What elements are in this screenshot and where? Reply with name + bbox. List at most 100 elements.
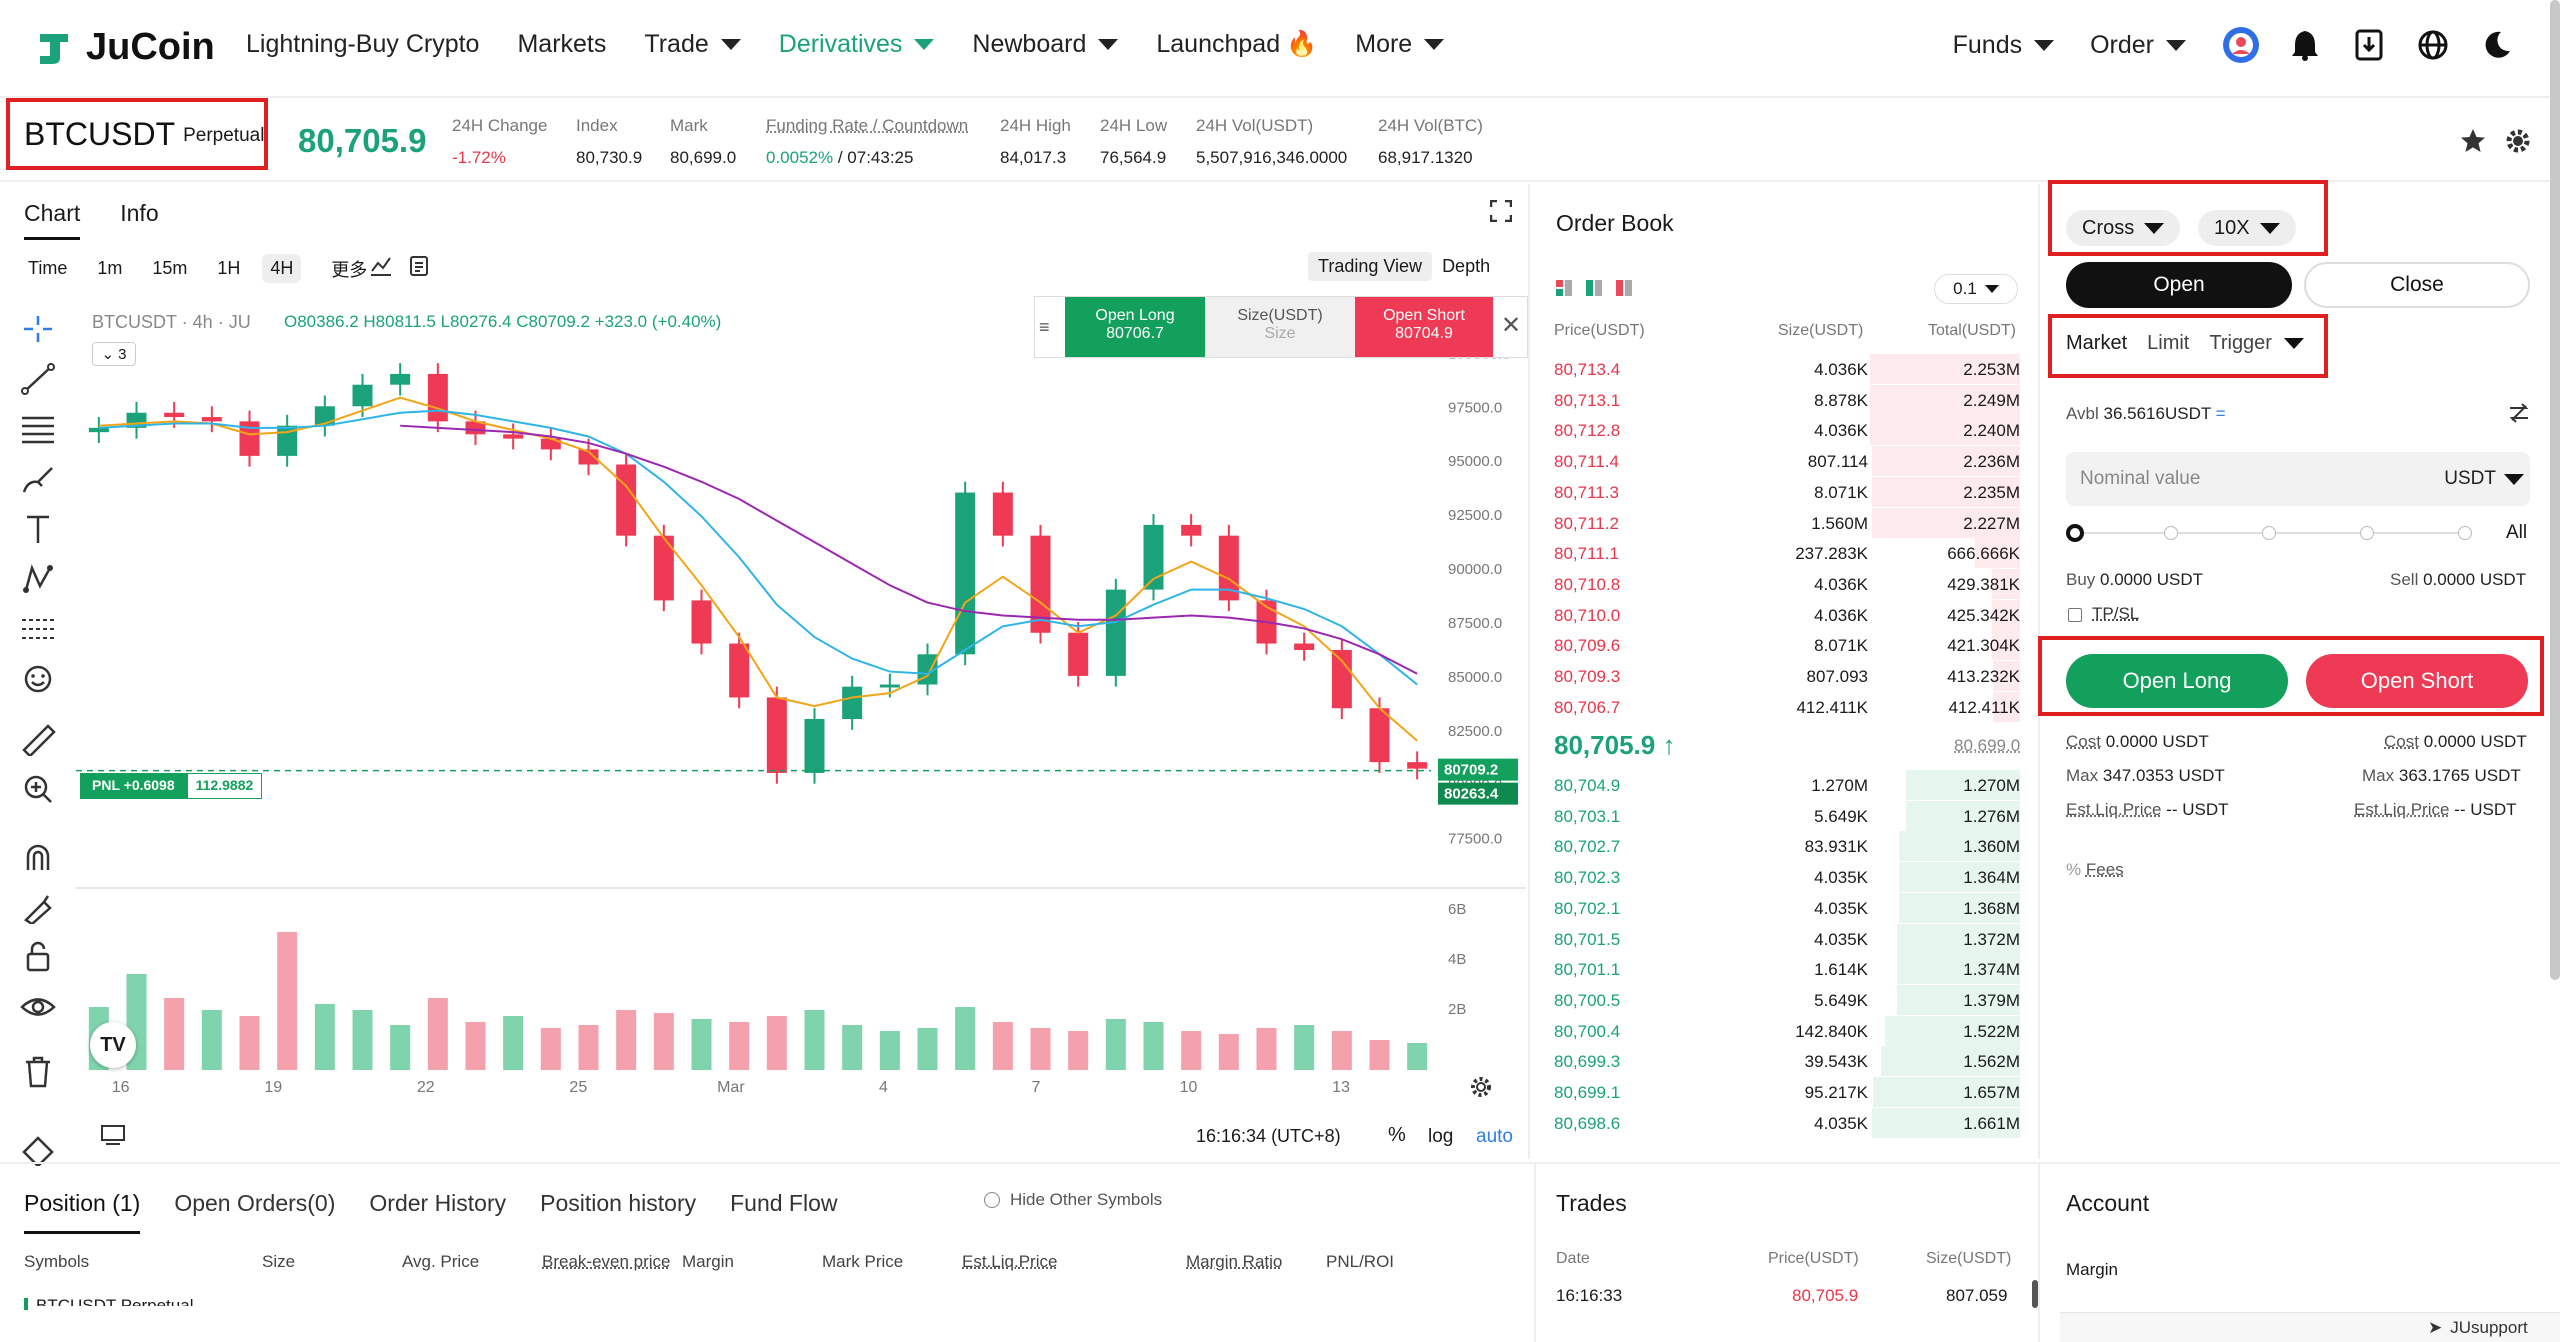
bottom-tab-4[interactable]: Fund Flow (730, 1190, 838, 1216)
lock-drawing-icon[interactable] (18, 890, 58, 924)
bids-only-icon[interactable] (1586, 280, 1602, 296)
slider-step[interactable] (2360, 526, 2374, 540)
tradingview-logo-icon[interactable]: TV (90, 1022, 136, 1068)
tab-chart[interactable]: Chart (24, 200, 81, 240)
hide-other-symbols-radio[interactable] (984, 1192, 1000, 1208)
margin-mode-select[interactable]: Cross (2066, 210, 2181, 246)
nav-newboard[interactable]: Newboard (972, 30, 1119, 59)
bottom-tab-1[interactable]: Open Orders(0) (174, 1190, 336, 1216)
pnl-label[interactable]: PNL +0.6098 112.9882 (80, 773, 263, 799)
fullscreen-icon[interactable] (1490, 200, 1512, 222)
fees-link[interactable]: % Fees (2066, 860, 2124, 879)
quick-open-short-button[interactable]: Open Short 80704.9 (1355, 297, 1493, 357)
nav-lightning-buy-crypto[interactable]: Lightning-Buy Crypto (246, 30, 480, 58)
funds-menu[interactable]: Funds (1953, 31, 2055, 60)
bottom-tab-0[interactable]: Position (1) (24, 1190, 141, 1234)
ask-row[interactable]: 80,710.0 4.036K 425.342K (1554, 599, 2020, 630)
depth-button[interactable]: Depth (1442, 256, 1491, 276)
ask-row[interactable]: 80,711.3 8.071K 2.235M (1554, 476, 2020, 507)
bid-row[interactable]: 80,701.1 1.614K 1.374M (1554, 954, 2020, 985)
emoji-icon[interactable] (18, 662, 58, 696)
magnet-icon[interactable] (18, 840, 58, 874)
prediction-icon[interactable] (18, 612, 58, 646)
support-link[interactable]: ➤ JUsupport (2428, 1318, 2528, 1337)
bid-row[interactable]: 80,702.7 83.931K 1.360M (1554, 831, 2020, 862)
asks-only-icon[interactable] (1616, 280, 1632, 296)
template-icon[interactable] (410, 256, 428, 276)
order-menu[interactable]: Order (2090, 31, 2186, 60)
ask-row[interactable]: 80,713.1 8.878K 2.249M (1554, 384, 2020, 415)
ask-row[interactable]: 80,711.4 807.114 2.236M (1554, 446, 2020, 477)
bid-row[interactable]: 80,698.6 4.035K 1.661M (1554, 1107, 2020, 1138)
indicators-toggle[interactable]: ⌄ 3 (92, 342, 136, 366)
trash-icon[interactable] (18, 1054, 58, 1088)
trendline-icon[interactable] (18, 362, 58, 396)
leverage-select[interactable]: 10X (2198, 210, 2296, 246)
slider-all-label[interactable]: All (2506, 522, 2528, 543)
download-icon[interactable] (2350, 26, 2388, 64)
pattern-icon[interactable] (18, 562, 58, 596)
ask-row[interactable]: 80,711.2 1.560M 2.227M (1554, 507, 2020, 538)
timeframe-5[interactable]: 更多 (331, 259, 368, 280)
drag-handle-icon[interactable]: ≡ (1039, 317, 1050, 337)
fib-lines-icon[interactable] (18, 412, 58, 446)
globe-icon[interactable] (2414, 26, 2452, 64)
log-scale-toggle[interactable]: log (1428, 1126, 1454, 1147)
auto-scale-toggle[interactable]: auto (1476, 1126, 1513, 1147)
timeframe-2[interactable]: 15m (152, 258, 188, 278)
precision-select[interactable]: 0.1 (1934, 274, 2018, 304)
lock-icon[interactable] (18, 940, 58, 974)
logo[interactable]: JuCoin (34, 26, 215, 69)
ruler-icon[interactable] (18, 722, 58, 756)
ask-row[interactable]: 80,709.3 807.093 413.232K (1554, 661, 2020, 691)
timeframe-4[interactable]: 4H (262, 254, 302, 283)
nav-trade[interactable]: Trade (644, 30, 741, 59)
bid-row[interactable]: 80,699.1 95.217K 1.657M (1554, 1077, 2020, 1107)
open-long-button[interactable]: Open Long (2066, 654, 2288, 708)
quick-size-input[interactable]: Size(USDT) Size (1205, 297, 1355, 357)
tab-trigger[interactable]: Trigger (2209, 332, 2304, 355)
quick-open-long-button[interactable]: Open Long 80706.7 (1065, 297, 1205, 357)
tab-info[interactable]: Info (120, 200, 159, 226)
open-tab-button[interactable]: Open (2066, 262, 2292, 308)
avatar-icon[interactable] (2222, 26, 2260, 64)
settings-gear-icon[interactable] (2504, 127, 2532, 155)
slider-step[interactable] (2458, 526, 2472, 540)
slider-step[interactable] (2164, 526, 2178, 540)
slider-step[interactable] (2262, 526, 2276, 540)
tab-market[interactable]: Market (2066, 332, 2128, 354)
crosshair-icon[interactable] (18, 312, 58, 346)
timeframe-1[interactable]: 1m (97, 258, 123, 278)
hide-other-symbols-label[interactable]: Hide Other Symbols (1010, 1190, 1163, 1209)
orderbook-mid-price[interactable]: 80,705.9 ↑ (1554, 730, 1676, 760)
timeframe-3[interactable]: 1H (217, 258, 241, 278)
nominal-value-input[interactable]: Nominal value USDT (2066, 452, 2530, 506)
indicator-icon[interactable] (370, 256, 392, 276)
nav-markets[interactable]: Markets (517, 30, 607, 58)
transfer-icon[interactable] (2508, 402, 2530, 424)
brush-icon[interactable] (18, 462, 58, 496)
ask-row[interactable]: 80,711.1 237.283K 666.666K (1554, 538, 2020, 569)
both-sides-icon[interactable] (1556, 280, 1572, 296)
symbol-selector[interactable]: BTCUSDT Perpetual (6, 98, 268, 170)
bid-row[interactable]: 80,700.5 5.649K 1.379M (1554, 984, 2020, 1015)
trading-view-button[interactable]: Trading View (1308, 252, 1433, 281)
bid-row[interactable]: 80,703.1 5.649K 1.276M (1554, 800, 2020, 831)
ask-row[interactable]: 80,706.7 412.411K 412.411K (1554, 691, 2020, 722)
eraser-icon[interactable] (18, 1132, 58, 1166)
ask-row[interactable]: 80,710.8 4.036K 429.381K (1554, 568, 2020, 599)
chart-settings-icon[interactable] (1468, 1074, 1494, 1100)
date-range-icon[interactable] (100, 1124, 126, 1146)
bid-row[interactable]: 80,699.3 39.543K 1.562M (1554, 1046, 2020, 1077)
bell-icon[interactable] (2286, 26, 2324, 64)
close-tab-button[interactable]: Close (2304, 262, 2530, 308)
bottom-tab-2[interactable]: Order History (369, 1190, 507, 1216)
moon-icon[interactable] (2478, 26, 2516, 64)
eye-icon[interactable] (18, 990, 58, 1024)
page-scrollbar[interactable] (2550, 0, 2560, 980)
position-row-symbol[interactable]: BTCUSDT Perpetual (36, 1296, 194, 1306)
zoom-in-icon[interactable] (18, 772, 58, 806)
bid-row[interactable]: 80,701.5 4.035K 1.372M (1554, 923, 2020, 954)
slider-step[interactable] (2066, 524, 2084, 542)
close-icon[interactable]: ✕ (1501, 312, 1522, 339)
